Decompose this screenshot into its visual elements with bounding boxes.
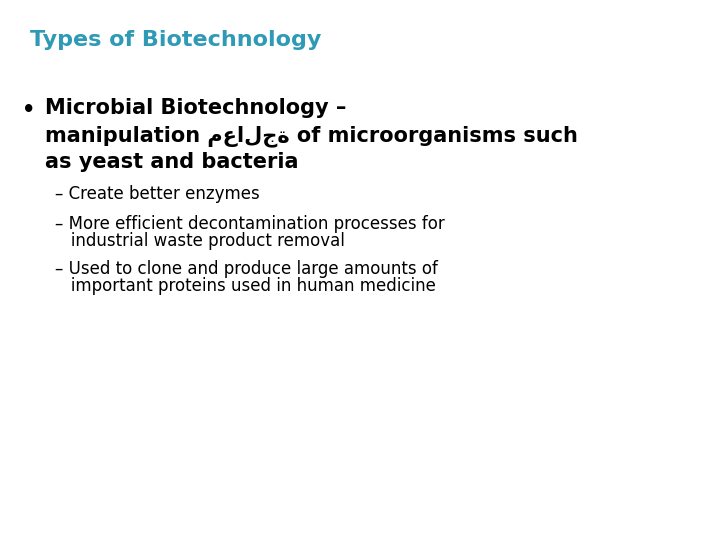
Text: important proteins used in human medicine: important proteins used in human medicin… (55, 277, 436, 295)
Text: industrial waste product removal: industrial waste product removal (55, 232, 345, 250)
Text: – More efficient decontamination processes for: – More efficient decontamination process… (55, 215, 445, 233)
Text: – Create better enzymes: – Create better enzymes (55, 185, 260, 203)
Text: Types of Biotechnology: Types of Biotechnology (30, 30, 321, 50)
Text: •: • (22, 100, 35, 120)
Text: – Used to clone and produce large amounts of: – Used to clone and produce large amount… (55, 260, 438, 278)
Text: manipulation معالجة of microorganisms such: manipulation معالجة of microorganisms su… (45, 125, 578, 147)
Text: as yeast and bacteria: as yeast and bacteria (45, 152, 299, 172)
Text: Microbial Biotechnology –: Microbial Biotechnology – (45, 98, 346, 118)
